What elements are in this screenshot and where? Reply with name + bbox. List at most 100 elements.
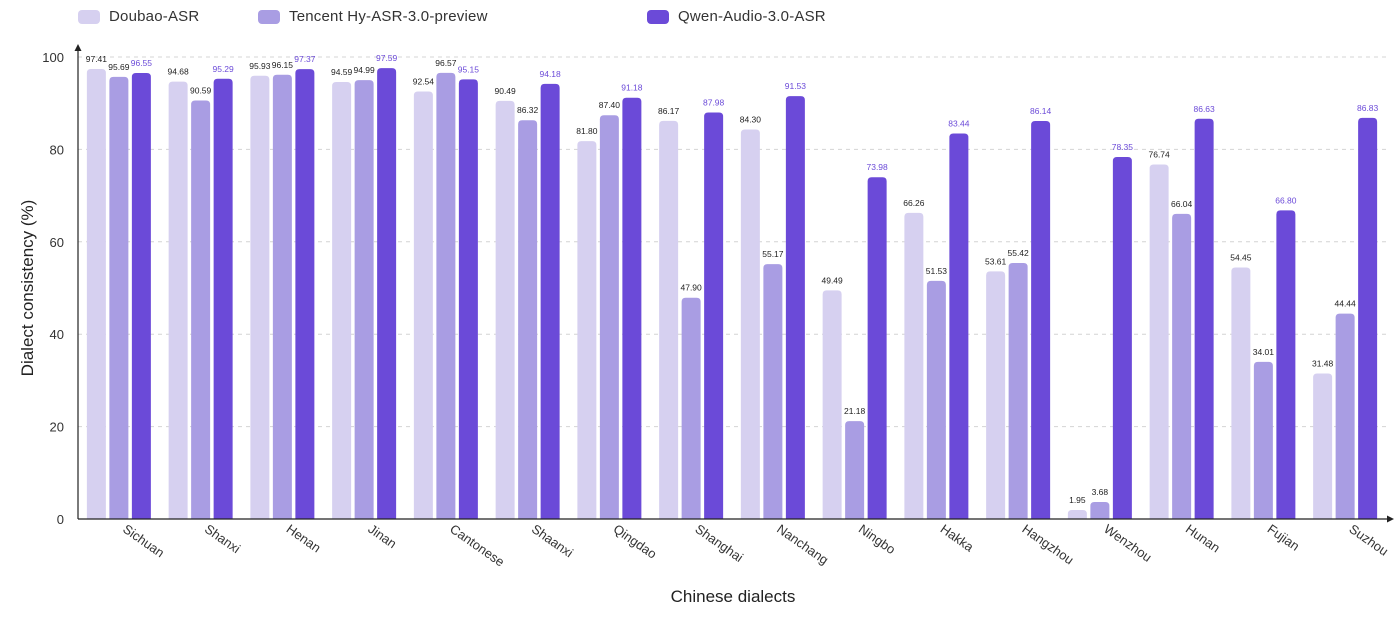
data-label: 54.45 [1230,252,1252,262]
data-label: 66.26 [903,198,925,208]
x-tick-label: Hakka [938,521,977,555]
bar[interactable] [1313,373,1333,519]
x-tick-label: Qingdao [611,521,660,561]
data-label: 95.15 [458,64,480,74]
bar[interactable] [1231,267,1251,519]
bar[interactable] [86,68,106,520]
data-label: 44.44 [1334,299,1356,309]
bar[interactable] [191,100,211,520]
bar[interactable] [867,177,887,519]
bar[interactable] [413,91,433,519]
bar[interactable] [986,271,1006,519]
data-label: 90.59 [190,85,212,95]
x-tick-label: Wenzhou [1101,521,1154,565]
bar[interactable] [250,75,270,519]
bar[interactable] [436,72,456,519]
bar[interactable] [1276,210,1296,519]
x-tick-label: Hunan [1183,521,1223,555]
x-tick-label: Suzhou [1346,521,1391,559]
data-label: 92.54 [413,76,435,86]
bar[interactable] [1067,509,1087,519]
y-tick-label: 20 [50,420,64,435]
bar[interactable] [540,83,560,519]
legend-item-qwen[interactable]: Qwen-Audio-3.0-ASR [647,8,826,25]
bar[interactable] [1112,157,1132,519]
data-label: 1.95 [1069,495,1086,505]
bar[interactable] [458,79,478,520]
bar[interactable] [659,120,679,520]
data-label: 87.40 [599,100,621,110]
data-label: 49.49 [821,275,843,285]
bar[interactable] [131,72,151,520]
bar[interactable] [1194,118,1214,519]
bar[interactable] [1172,213,1192,519]
data-label: 31.48 [1312,359,1334,369]
x-tick-label: Cantonese [447,521,507,569]
bar[interactable] [1090,501,1110,519]
bar[interactable] [354,80,374,519]
bar[interactable] [1008,262,1028,519]
bar[interactable] [1031,121,1051,519]
bar[interactable] [495,100,515,519]
legend-swatch-qwen [647,9,669,24]
y-tick-label: 100 [42,50,64,65]
x-tick-label: Hangzhou [1019,521,1076,567]
data-label: 91.18 [621,83,643,93]
legend-swatch-tencent [258,9,280,24]
data-label: 94.68 [167,67,189,77]
legend-item-doubao[interactable]: Doubao-ASR [78,8,199,25]
bar[interactable] [740,129,760,519]
data-label: 86.17 [658,106,680,116]
data-label: 95.29 [212,64,234,74]
x-tick-label: Shanghai [692,521,746,565]
data-label: 55.17 [762,249,784,259]
x-tick-label: Henan [284,521,324,555]
bar[interactable] [1149,164,1169,520]
bar[interactable] [599,115,619,519]
data-label: 94.18 [539,69,561,79]
data-label: 53.61 [985,256,1007,266]
y-tick-label: 60 [50,235,64,250]
y-axis-arrow [74,44,82,51]
data-label: 51.53 [926,266,948,276]
data-label: 86.32 [517,105,539,115]
x-tick-label: Sichuan [120,521,167,560]
bar[interactable] [518,120,538,519]
bar[interactable] [1335,313,1355,519]
bar[interactable] [926,280,946,519]
bar[interactable] [109,76,129,519]
data-label: 55.42 [1007,248,1029,258]
legend-item-tencent[interactable]: Tencent Hy-ASR-3.0-preview [258,8,488,25]
bar[interactable] [904,212,924,520]
bar[interactable] [785,96,805,519]
bar[interactable] [272,74,292,520]
bar[interactable] [681,297,701,519]
data-label: 3.68 [1092,487,1109,497]
bar[interactable] [332,81,352,519]
bar[interactable] [763,264,783,519]
data-label: 95.69 [108,62,130,72]
x-tick-label: Jinan [365,521,399,551]
data-label: 81.80 [576,126,598,136]
data-label: 94.99 [353,65,375,75]
data-label: 87.98 [703,98,725,108]
bar[interactable] [845,421,865,519]
bar[interactable] [295,69,315,519]
y-axis-title: Dialect consistency (%) [18,200,37,377]
data-label: 95.93 [249,61,271,71]
y-tick-label: 40 [50,327,64,342]
bar[interactable] [168,81,188,519]
bar[interactable] [1253,361,1273,519]
bar[interactable] [704,112,724,519]
bar[interactable] [622,97,642,519]
bar[interactable] [1358,117,1378,519]
bar[interactable] [377,68,397,519]
x-axis-arrow [1387,515,1394,523]
bar[interactable] [949,133,969,519]
bar[interactable] [822,290,842,519]
y-tick-label: 0 [57,512,64,527]
bar[interactable] [577,141,597,520]
bar[interactable] [213,78,233,520]
